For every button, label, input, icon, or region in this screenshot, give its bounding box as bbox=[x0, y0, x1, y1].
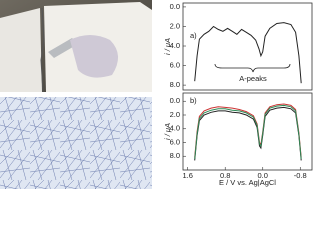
x-tick-label: -0.8 bbox=[294, 171, 307, 180]
x-tick-label: 0.0 bbox=[258, 171, 268, 180]
x-tick-label: 1.6 bbox=[182, 171, 192, 180]
y-tick-label: 2.0 bbox=[170, 21, 180, 30]
y-axis-label: i / μA bbox=[163, 38, 172, 55]
brace bbox=[214, 63, 291, 73]
x-tick-label: 0.8 bbox=[220, 171, 230, 180]
panel-label: b) bbox=[190, 96, 197, 105]
y-tick-label: 0.0 bbox=[170, 2, 180, 11]
y-tick-label: 6.0 bbox=[170, 137, 180, 146]
photo-fibers bbox=[0, 97, 152, 189]
annotation: A-peaks bbox=[239, 74, 267, 83]
y-tick-label: 0.0 bbox=[170, 96, 180, 105]
panel-frame bbox=[182, 92, 313, 171]
line-series bbox=[194, 106, 302, 161]
line-series bbox=[194, 103, 302, 158]
y-tick-label: 4.0 bbox=[170, 124, 180, 133]
photo-paper bbox=[0, 0, 152, 93]
panel-frame bbox=[182, 2, 313, 91]
y-tick-label: 6.0 bbox=[170, 61, 180, 70]
y-tick-label: 8.0 bbox=[170, 151, 180, 160]
y-axis-label: i / μA bbox=[163, 123, 172, 140]
line-series bbox=[194, 104, 302, 160]
panel-label: a) bbox=[190, 31, 197, 40]
y-tick-label: 8.0 bbox=[170, 80, 180, 89]
y-tick-label: 4.0 bbox=[170, 41, 180, 50]
line-series bbox=[194, 22, 302, 84]
page: {"chart_data": [ {"type": "line", "panel… bbox=[0, 0, 313, 189]
figure: 0.0 2.0 4.0 6.0 8.0 i / μA a) A-peaks 0.0 2.0 4.0 6… bbox=[0, 0, 313, 189]
x-axis-label: E / V vs. Ag|AgCl bbox=[219, 178, 276, 187]
y-tick-label: 2.0 bbox=[170, 110, 180, 119]
